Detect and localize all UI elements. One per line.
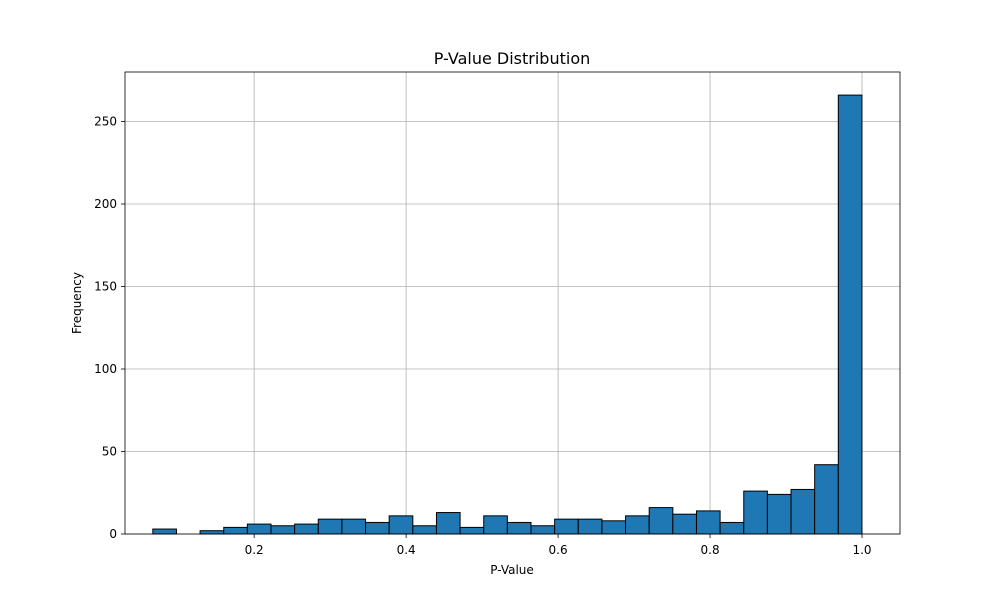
y-axis-ticks: 0 50 100 150 200 250	[94, 115, 125, 541]
y-tick-label: 50	[102, 445, 117, 459]
x-tick-label: 0.2	[245, 543, 264, 557]
histogram-bar	[270, 525, 296, 535]
histogram-bar	[341, 518, 367, 535]
histogram-bar	[695, 510, 721, 535]
bars	[152, 94, 863, 535]
x-tick-label: 0.8	[701, 543, 720, 557]
grid	[125, 72, 900, 535]
histogram-bar	[246, 523, 272, 535]
y-tick-label: 0	[109, 527, 117, 541]
y-tick-label: 150	[94, 280, 117, 294]
histogram-bar	[719, 521, 745, 535]
histogram-bar	[317, 518, 343, 535]
histogram-bar	[554, 518, 579, 535]
histogram-bar	[625, 515, 650, 535]
chart-title: P-Value Distribution	[434, 49, 591, 68]
x-axis-ticks: 0.2 0.4 0.6 0.8 1.0	[245, 534, 872, 557]
histogram-bar	[790, 488, 816, 535]
histogram-bar	[506, 521, 532, 535]
plot-frame	[124, 71, 901, 535]
histogram-bar	[388, 515, 414, 535]
histogram-bar	[412, 525, 437, 535]
x-tick-label: 0.6	[549, 543, 568, 557]
histogram-bar	[223, 526, 248, 535]
histogram-bar	[601, 520, 627, 535]
x-tick-label: 0.4	[397, 543, 416, 557]
histogram-bar	[152, 528, 177, 535]
histogram-bar	[294, 523, 319, 535]
histogram-bar	[743, 490, 768, 535]
histogram-bar	[483, 515, 508, 535]
histogram-bar	[577, 518, 603, 535]
y-tick-label: 100	[94, 362, 117, 376]
x-axis-label: P-Value	[490, 563, 534, 577]
y-tick-label: 250	[94, 115, 117, 129]
histogram-bar	[648, 507, 674, 535]
histogram-bar	[837, 94, 863, 535]
histogram-bar	[814, 464, 839, 535]
y-tick-label: 200	[94, 197, 117, 211]
y-axis-label: Frequency	[70, 272, 84, 334]
histogram-bar	[435, 512, 461, 535]
histogram-bar	[672, 513, 697, 535]
histogram-bar	[365, 521, 390, 535]
histogram-bar	[530, 525, 556, 535]
x-tick-label: 1.0	[852, 543, 871, 557]
histogram-bar	[766, 493, 792, 535]
histogram-bar	[199, 530, 225, 535]
histogram-bar	[459, 526, 485, 535]
